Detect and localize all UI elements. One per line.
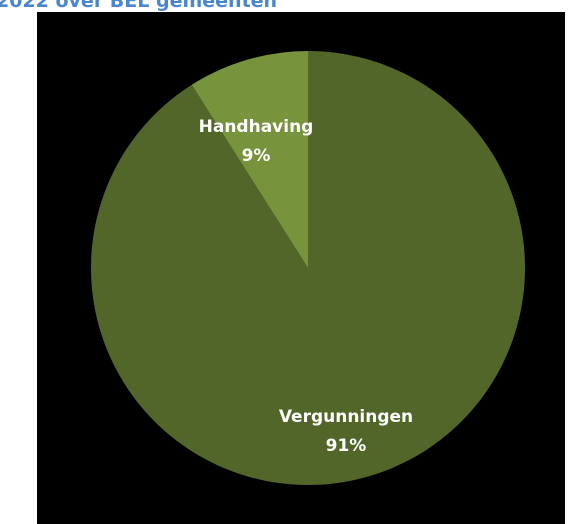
data-label-handhaving-percent: 9%: [242, 146, 271, 166]
chart-plot-area: Vergunningen 91% Handhaving 9%: [37, 12, 565, 524]
data-label-handhaving-name: Handhaving: [199, 117, 314, 137]
data-label-vergunningen-name: Vergunningen: [279, 407, 413, 427]
pie-slices: [90, 51, 525, 485]
pie-chart: Vergunningen 91% Handhaving 9%: [90, 51, 525, 485]
chart-title: 2022 over BEL gemeenten: [0, 0, 278, 12]
pie-slice-handhaving: [191, 51, 308, 268]
pie-data-labels: Vergunningen 91% Handhaving 9%: [199, 117, 414, 456]
data-label-vergunningen-percent: 91%: [326, 436, 367, 456]
